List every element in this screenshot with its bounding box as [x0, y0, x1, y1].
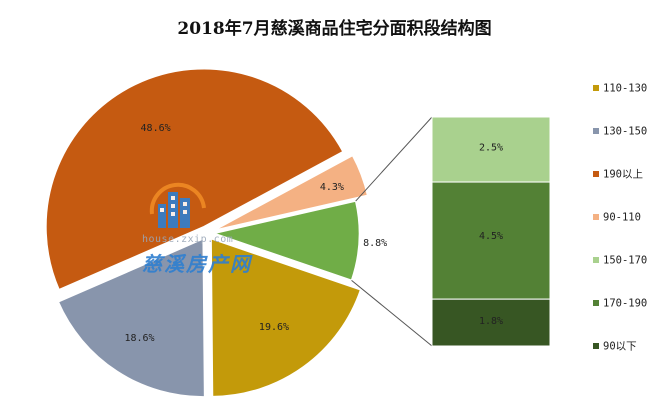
bar-label-170-190: 4.5%	[479, 231, 503, 242]
legend-swatch	[593, 257, 599, 263]
pie: 19.6% 18.6% 48.6% 4.3% 8.8%	[45, 68, 387, 398]
legend: 110-130 130-150 190以上 90-110 150-170 170-190 9…	[593, 83, 647, 353]
chart-title: 2018年7月慈溪商品住宅分面积段结构图	[177, 19, 492, 39]
breakdown-bar: 2.5% 4.5% 1.8%	[431, 116, 551, 347]
bar-segment-150-170	[431, 116, 551, 183]
pie-label-190以上: 48.6%	[141, 123, 171, 134]
bar-label-150-170: 2.5%	[479, 142, 503, 153]
watermark: house.zxip.com 慈溪房产网	[138, 178, 278, 278]
legend-label: 170-190	[603, 298, 647, 310]
pie-label-110-130: 19.6%	[259, 322, 289, 333]
connector-lines	[351, 116, 433, 347]
bar-label-90以下: 1.8%	[479, 316, 503, 327]
legend-label: 190以上	[603, 169, 643, 181]
legend-item-110-130: 110-130	[593, 83, 647, 95]
legend-label: 130-150	[603, 126, 647, 138]
legend-swatch	[593, 171, 599, 177]
watermark-url: house.zxip.com	[142, 234, 234, 245]
legend-item-170-190: 170-190	[593, 298, 647, 310]
pie-label-其他: 8.8%	[363, 238, 387, 249]
legend-item-130-150: 130-150	[593, 126, 647, 138]
pie-slice-130-150	[57, 237, 206, 398]
watermark-name: 慈溪房产网	[142, 252, 252, 276]
pie-slice-110-130	[210, 237, 362, 398]
legend-label: 150-170	[603, 255, 647, 267]
legend-swatch	[593, 343, 599, 349]
legend-swatch	[593, 214, 599, 220]
bar-segment-90以下	[431, 298, 551, 347]
legend-swatch	[593, 300, 599, 306]
legend-label: 110-130	[603, 83, 647, 95]
legend-label: 90-110	[603, 212, 641, 224]
bar-segment-170-190	[431, 181, 551, 300]
connector-top	[355, 116, 433, 202]
legend-swatch	[593, 128, 599, 134]
building-logo-icon	[149, 182, 206, 228]
pie-slice-其他	[211, 200, 361, 282]
connector-bottom	[351, 279, 433, 347]
pie-label-130-150: 18.6%	[124, 333, 154, 344]
legend-item-150-170: 150-170	[593, 255, 647, 267]
legend-swatch	[593, 85, 599, 91]
pie-label-90-110: 4.3%	[320, 182, 344, 193]
legend-item-90以下: 90以下	[593, 341, 637, 353]
pie-slice-90-110	[213, 154, 369, 232]
legend-item-90-110: 90-110	[593, 212, 641, 224]
pie-slice-190以上	[45, 68, 345, 291]
legend-label: 90以下	[603, 341, 637, 353]
legend-item-190以上: 190以上	[593, 169, 643, 181]
